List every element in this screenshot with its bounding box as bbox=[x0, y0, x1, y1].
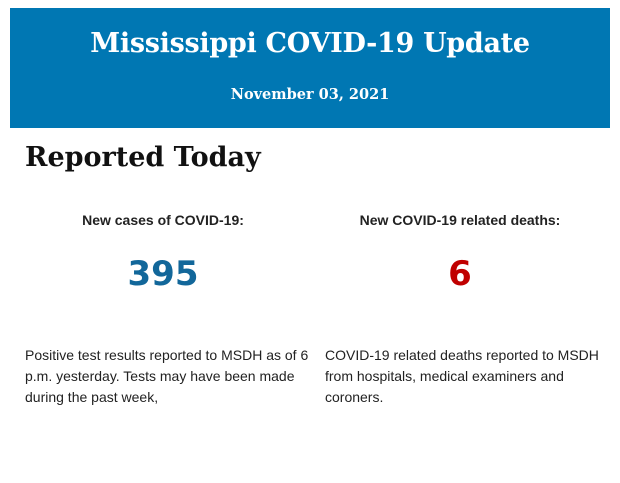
page-title: Mississippi COVID-19 Update bbox=[90, 28, 530, 59]
new-deaths-value: 6 bbox=[448, 254, 472, 294]
new-deaths-label: New COVID-19 related deaths: bbox=[359, 212, 561, 228]
report-date: November 03, 2021 bbox=[230, 86, 390, 103]
new-deaths-panel: New COVID-19 related deaths: 6 COVID-19 … bbox=[315, 212, 605, 405]
new-cases-description: Positive test results reported to MSDH a… bbox=[25, 347, 309, 405]
section-title: Reported Today bbox=[25, 142, 261, 173]
new-cases-label: New cases of COVID-19: bbox=[82, 212, 244, 228]
header-banner: Mississippi COVID-19 Update November 03,… bbox=[10, 8, 610, 128]
new-deaths-description: COVID-19 related deaths reported to MSDH… bbox=[325, 347, 599, 405]
new-cases-panel: New cases of COVID-19: 395 Positive test… bbox=[18, 212, 308, 405]
new-cases-value: 395 bbox=[127, 254, 199, 294]
